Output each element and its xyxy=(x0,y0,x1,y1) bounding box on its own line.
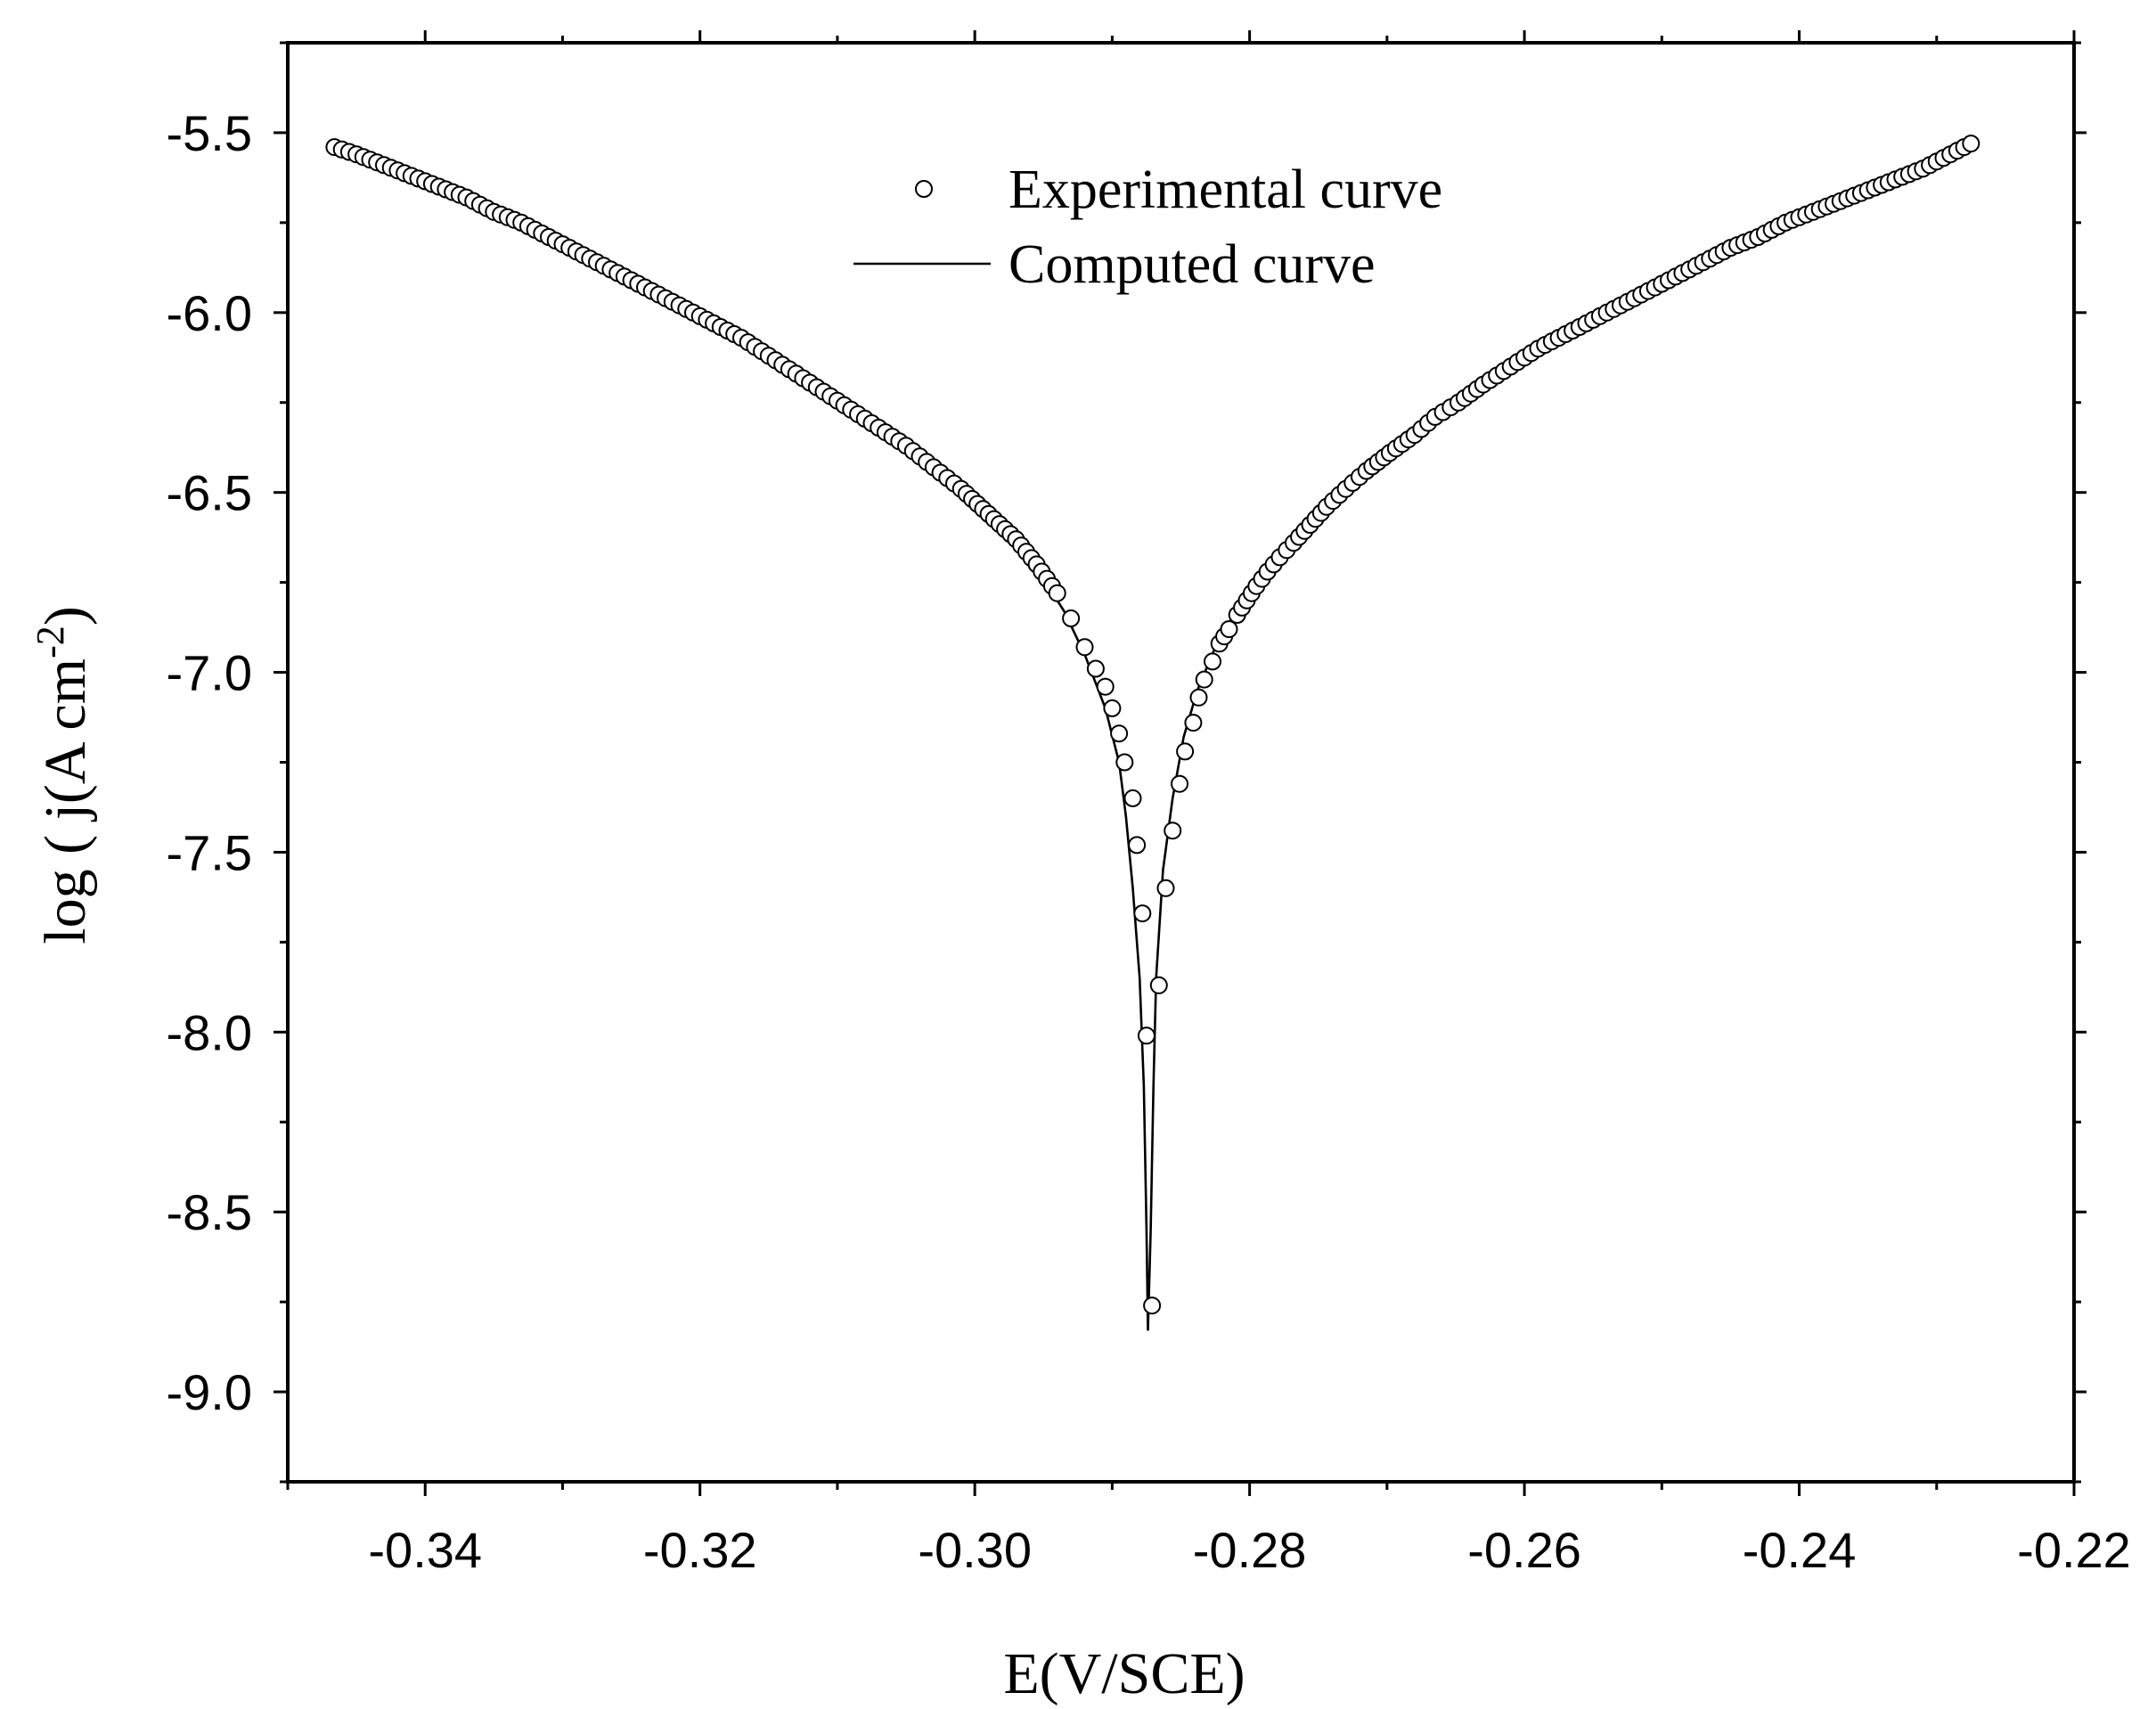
experimental-point xyxy=(1204,652,1221,671)
experimental-point xyxy=(1115,753,1134,772)
experimental-point xyxy=(1171,774,1188,793)
experimental-point xyxy=(1962,135,1980,153)
y-tick-label: -8.5 xyxy=(167,1184,253,1240)
legend: Experimental curve Computed curve xyxy=(853,159,1442,295)
experimental-point xyxy=(1189,688,1208,707)
y-axis-title-suffix: ) xyxy=(33,606,98,626)
experimental-point xyxy=(1195,670,1213,689)
y-tick-label: -7.5 xyxy=(167,824,253,880)
x-tick-label: -0.24 xyxy=(1743,1522,1857,1578)
plot-area xyxy=(325,135,1980,1331)
experimental-point xyxy=(1220,620,1238,639)
y-tick-label: -6.5 xyxy=(167,465,253,521)
experimental-point xyxy=(1128,836,1147,854)
legend-circle-marker xyxy=(915,180,933,198)
y-tick-label: -6.0 xyxy=(167,285,253,341)
experimental-point xyxy=(1143,1296,1162,1315)
y-axis-title-main: log ( j(A cm xyxy=(33,658,98,944)
x-tick-label: -0.32 xyxy=(643,1522,757,1578)
x-tick-label: -0.22 xyxy=(2017,1522,2131,1578)
experimental-point xyxy=(1086,659,1105,678)
experimental-point xyxy=(1103,699,1122,717)
experimental-point xyxy=(1123,789,1142,807)
experimental-point xyxy=(1176,742,1195,761)
y-axis-title: log ( j(A cm-2) xyxy=(29,606,98,944)
y-tick-label: -7.0 xyxy=(167,645,253,701)
y-axis-title-superscript: -2 xyxy=(29,626,72,658)
experimental-point xyxy=(1149,976,1168,994)
y-tick-label: -9.0 xyxy=(167,1364,253,1420)
x-axis-title: E(V/SCE) xyxy=(1003,1641,1245,1706)
experimental-point xyxy=(1184,714,1203,732)
experimental-point xyxy=(1133,904,1152,923)
experimental-point xyxy=(1156,879,1175,897)
y-axis: -5.5 -6.0 -6.5 -7.0 -7.5 -8.0 -8.5 -9.0 xyxy=(167,41,2087,1484)
x-tick-label: -0.30 xyxy=(918,1522,1032,1578)
experimental-point xyxy=(1075,638,1094,657)
x-tick-label: -0.34 xyxy=(368,1522,482,1578)
computed-curve-line xyxy=(333,142,1972,1331)
legend-label-experimental: Experimental curve xyxy=(1009,159,1442,220)
experimental-point xyxy=(1048,584,1066,602)
experimental-point xyxy=(1164,822,1182,840)
legend-label-computed: Computed curve xyxy=(1009,234,1376,295)
experimental-point xyxy=(1110,724,1129,743)
x-tick-label: -0.28 xyxy=(1193,1522,1307,1578)
x-tick-label: -0.26 xyxy=(1467,1522,1581,1578)
experimental-point xyxy=(1096,677,1115,696)
y-tick-label: -5.5 xyxy=(167,105,253,161)
y-tick-label: -8.0 xyxy=(167,1004,253,1060)
x-axis: -0.34 -0.32 -0.30 -0.28 -0.26 -0.24 -0.22 xyxy=(286,30,2131,1578)
experimental-point xyxy=(1062,609,1081,627)
experimental-point xyxy=(1137,1026,1156,1045)
